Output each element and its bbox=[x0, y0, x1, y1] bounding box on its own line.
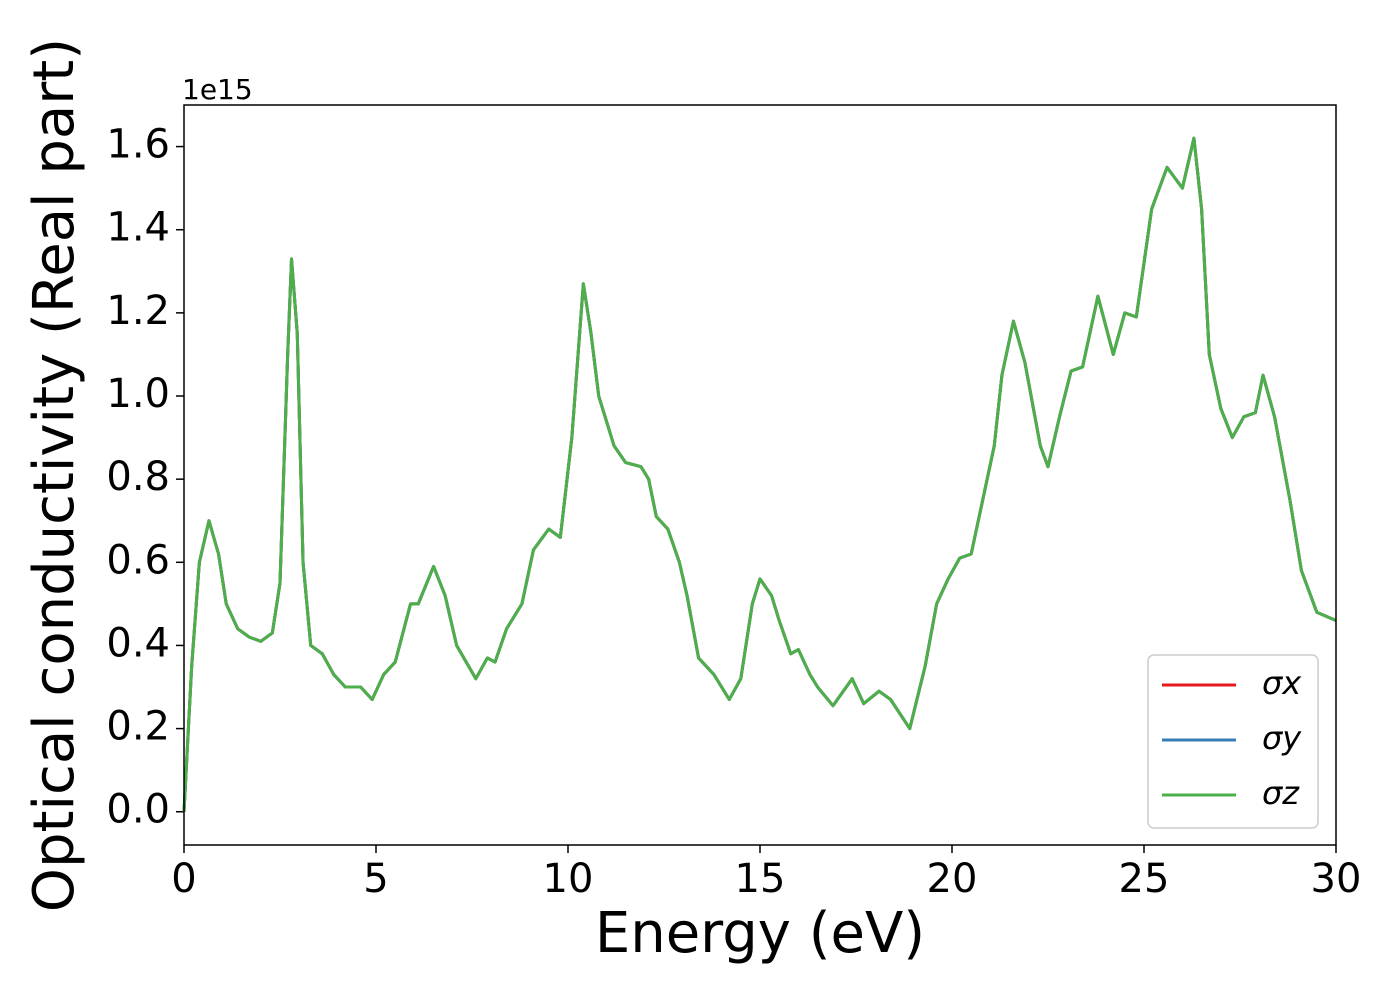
y-offset-label: 1e15 bbox=[182, 73, 253, 106]
y-tick-label: 1.2 bbox=[106, 288, 170, 334]
y-tick-label: 1.4 bbox=[106, 205, 170, 251]
y-tick-label: 1.0 bbox=[106, 371, 170, 417]
plot-frame bbox=[183, 104, 1337, 846]
x-tick-label: 25 bbox=[1119, 856, 1170, 902]
legend-label: σz bbox=[1262, 774, 1300, 812]
x-tick-label: 20 bbox=[927, 856, 978, 902]
x-tick-label: 30 bbox=[1311, 856, 1362, 902]
legend-label: σx bbox=[1262, 664, 1302, 702]
y-tick-label: 0.0 bbox=[106, 787, 170, 833]
y-tick-label: 0.4 bbox=[106, 620, 170, 666]
y-tick-label: 0.6 bbox=[106, 537, 170, 583]
legend-label: σy bbox=[1262, 719, 1302, 757]
y-axis-label: Optical conductivity (Real part) bbox=[22, 38, 87, 912]
x-tick-label: 5 bbox=[363, 856, 388, 902]
x-axis-label: Energy (eV) bbox=[595, 901, 925, 966]
y-tick-label: 1.6 bbox=[106, 122, 170, 168]
x-tick-label: 10 bbox=[543, 856, 594, 902]
data-line bbox=[182, 136, 1337, 812]
x-tick-label: 0 bbox=[171, 856, 196, 902]
x-tick-label: 15 bbox=[735, 856, 786, 902]
y-tick-label: 0.2 bbox=[106, 704, 170, 750]
y-tick-label: 0.8 bbox=[106, 454, 170, 500]
